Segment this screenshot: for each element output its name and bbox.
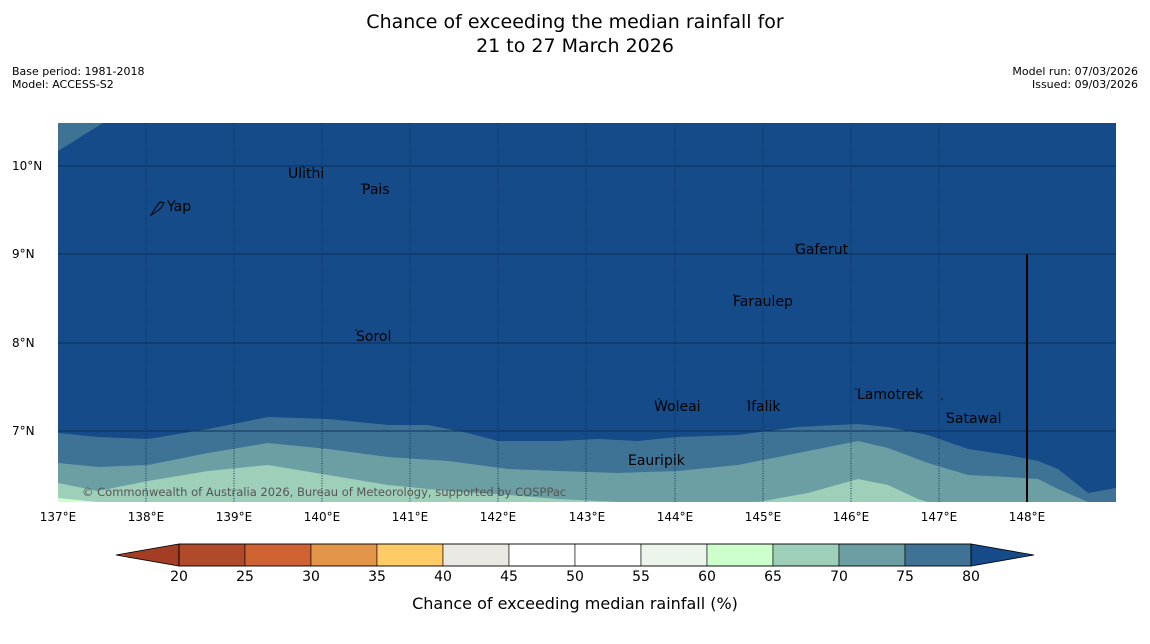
cb-tick-40: 40 [434,569,452,585]
dot-pais [361,183,363,185]
cb-tick-70: 70 [830,569,848,585]
map-svg [58,123,1116,502]
colorbar-bin-75 [904,543,972,567]
meta-right: Model run: 07/03/2026 Issued: 09/03/2026 [1012,65,1138,91]
lon-label-147e: 147°E [920,510,958,524]
place-yap: Yap [167,199,192,215]
place-ifalik: Ifalik [747,399,781,415]
island-dots [302,165,948,456]
place-lamotrek: Lamotrek [857,387,924,403]
cb-tick-60: 60 [698,569,716,585]
cb-tick-50: 50 [566,569,584,585]
colorbar-bin-30 [310,543,378,567]
corner-band-75 [58,123,103,151]
lon-label-144e: 144°E [656,510,694,524]
lat-label-10n: 10°N [12,159,43,173]
lon-label-140e: 140°E [303,510,341,524]
band-60 [58,498,98,502]
colorbar-bin-60 [706,543,774,567]
dot-gaferut [795,243,797,245]
cb-tick-75: 75 [896,569,914,585]
dot-east [941,398,943,400]
cb-tick-65: 65 [764,569,782,585]
cb-tick-55: 55 [632,569,650,585]
copyright-notice: © Commonwealth of Australia 2026, Bureau… [82,485,567,499]
colorbar-bin-40 [442,543,510,567]
cb-tick-80: 80 [962,569,980,585]
model-name: Model: ACCESS-S2 [12,78,114,91]
colorbar-under-arrow [115,543,180,567]
lon-label-138e: 138°E [127,510,165,524]
colorbar-bin-25 [244,543,312,567]
title-line-1: Chance of exceeding the median rainfall … [366,11,784,33]
lon-label-146e: 146°E [832,510,870,524]
colorbar-label: Chance of exceeding median rainfall (%) [412,594,738,613]
cb-tick-25: 25 [236,569,254,585]
place-pais: Pais [362,182,390,198]
colorbar-bin-65 [772,543,840,567]
colorbar-frame [178,543,972,567]
colorbar-bin-50 [574,543,642,567]
place-faraulep: Faraulep [733,294,793,310]
dot-ifalik [747,400,749,402]
colorbar-bin-35 [376,543,444,567]
colorbar-bin-70 [838,543,906,567]
cb-tick-35: 35 [368,569,386,585]
dot-lamotrek [855,388,857,390]
dot-satawal [946,412,948,414]
dot-ulithi [302,165,304,167]
band-65-west [58,465,618,502]
colorbar-bins [178,543,972,567]
dot-sorol [355,329,357,331]
lon-label-137e: 137°E [39,510,77,524]
lat-gridlines [58,165,1116,432]
cb-tick-45: 45 [500,569,518,585]
colorbar-bin-55 [640,543,708,567]
lon-label-148e: 148°E [1008,510,1046,524]
place-woleai: Woleai [654,399,701,415]
dot-faraulep [733,294,735,296]
lon-label-141e: 141°E [391,510,429,524]
rainfall-map [58,123,1116,502]
base-period: Base period: 1981-2018 [12,65,145,78]
band-65-east [758,479,928,502]
colorbar-bin-45 [508,543,576,567]
issued-date: Issued: 09/03/2026 [1031,78,1138,91]
chart-title: Chance of exceeding the median rainfall … [0,10,1150,58]
cb-tick-20: 20 [170,569,188,585]
lon-label-142e: 142°E [479,510,517,524]
colorbar-bin-20 [178,543,246,567]
title-line-2: 21 to 27 March 2026 [476,35,674,57]
lon-label-145e: 145°E [744,510,782,524]
cb-tick-30: 30 [302,569,320,585]
lat-label-9n: 9°N [12,247,35,261]
lon-label-139e: 139°E [215,510,253,524]
dot-woleai [658,398,660,400]
place-satawal: Satawal [946,411,1002,427]
lat-label-8n: 8°N [12,336,35,350]
model-run: Model run: 07/03/2026 [1012,65,1138,78]
place-eauripik: Eauripik [628,453,685,469]
place-ulithi: Ulithi [288,166,325,182]
meta-left: Base period: 1981-2018 Model: ACCESS-S2 [12,65,144,91]
lon-label-143e: 143°E [568,510,606,524]
colorbar-over-arrow [970,543,1035,567]
place-gaferut: Gaferut [795,242,849,258]
place-sorol: Sorol [356,329,392,345]
yap-island-outline [149,201,165,217]
gridlines [145,123,940,502]
dot-eauripik [629,454,631,456]
lat-label-7n: 7°N [12,424,35,438]
